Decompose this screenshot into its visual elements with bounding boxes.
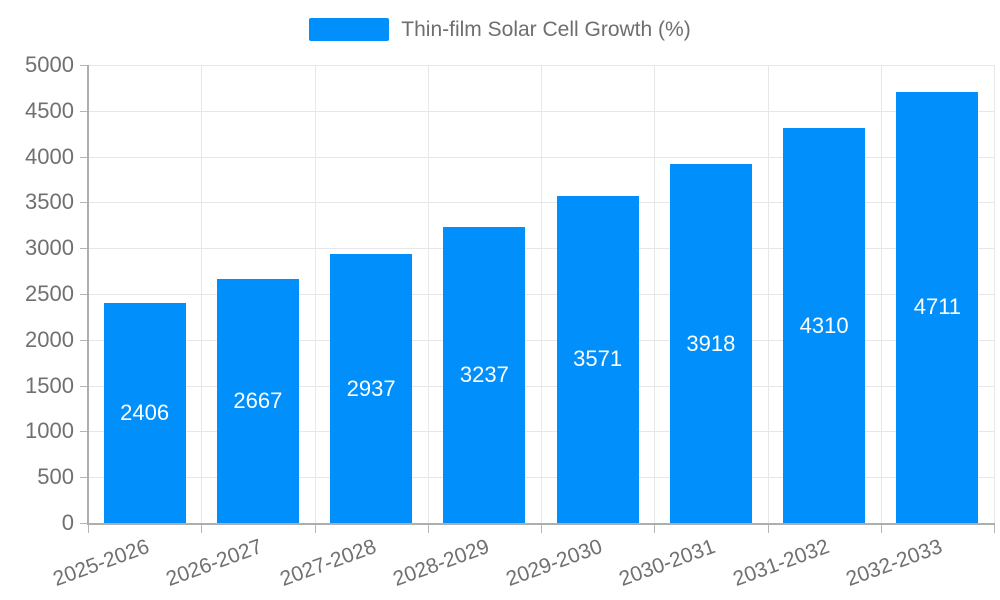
v-gridline — [654, 65, 656, 523]
x-axis-tick — [994, 524, 995, 533]
y-axis-tick-label: 3500 — [25, 189, 74, 215]
bar[interactable] — [216, 278, 299, 523]
y-axis-tick-label: 5000 — [25, 52, 74, 77]
bar-value-label: 2937 — [346, 375, 396, 401]
bar-value-label: 4310 — [799, 312, 849, 338]
bar[interactable] — [669, 164, 752, 523]
bar-value-label: 3571 — [573, 346, 623, 372]
x-axis-tick — [541, 524, 542, 533]
bar[interactable] — [443, 226, 526, 523]
y-axis-tick-label: 1000 — [25, 418, 74, 444]
y-axis-tick-label: 4500 — [25, 97, 74, 123]
x-axis-line — [87, 523, 995, 525]
bar-value-label: 2406 — [120, 399, 170, 425]
x-axis-tick — [767, 524, 769, 533]
y-axis-tick — [80, 156, 88, 158]
v-gridline — [541, 65, 542, 523]
legend-label: Thin-film Solar Cell Growth (%) — [401, 18, 691, 41]
legend-marker — [309, 18, 390, 41]
x-axis-tick-label: 2026-2027 — [163, 535, 266, 591]
x-axis-tick — [880, 524, 882, 533]
y-axis-tick — [80, 248, 88, 250]
v-gridline — [880, 65, 882, 523]
y-axis-tick-label: 2500 — [25, 281, 74, 306]
bar-value-label: 2667 — [233, 387, 283, 413]
y-axis-tick — [80, 339, 88, 341]
y-axis-tick — [80, 65, 88, 66]
y-axis-tick-label: 500 — [37, 464, 74, 490]
v-gridline — [314, 65, 316, 523]
x-axis-tick — [314, 524, 316, 533]
y-axis-tick — [80, 202, 88, 204]
x-axis-tick-label: 2032-2033 — [843, 535, 946, 591]
y-axis-tick-label: 4000 — [25, 143, 74, 169]
bar-value-label: 3918 — [686, 330, 736, 356]
x-axis-tick-label: 2031-2032 — [729, 535, 832, 591]
x-axis-tick — [88, 524, 89, 533]
y-axis-tick — [80, 431, 88, 433]
legend-item[interactable]: Thin-film Solar Cell Growth (%) — [0, 18, 1000, 41]
y-axis-tick — [80, 523, 88, 524]
bar-value-label: 4711 — [913, 294, 962, 320]
x-axis-tick-label: 2030-2031 — [616, 535, 719, 591]
v-gridline — [994, 65, 995, 523]
y-axis-tick — [80, 110, 88, 112]
y-axis-tick — [80, 385, 88, 387]
v-gridline — [767, 65, 769, 523]
bar[interactable] — [330, 254, 413, 523]
bar[interactable] — [103, 302, 186, 523]
x-axis-tick-label: 2028-2029 — [390, 535, 493, 591]
x-axis-tick — [427, 524, 429, 533]
v-gridline — [427, 65, 429, 523]
y-axis-tick-label: 3000 — [25, 235, 74, 261]
y-axis-tick-label: 1500 — [25, 372, 74, 398]
x-axis-tick-label: 2029-2030 — [503, 535, 606, 591]
y-axis-tick — [80, 294, 88, 295]
y-axis-line — [87, 65, 89, 525]
x-axis-tick-label: 2027-2028 — [276, 535, 379, 591]
bar[interactable] — [783, 128, 866, 523]
y-axis-tick-label: 0 — [61, 510, 74, 535]
x-axis-tick — [654, 524, 656, 533]
bar[interactable] — [556, 195, 639, 523]
bar-value-label: 3237 — [459, 361, 509, 387]
bar[interactable] — [896, 91, 979, 523]
x-axis-tick-label: 2025-2026 — [50, 535, 153, 591]
y-axis-tick — [80, 477, 88, 479]
v-gridline — [201, 65, 203, 523]
y-axis-tick-label: 2000 — [25, 326, 74, 352]
x-axis-tick — [201, 524, 203, 533]
